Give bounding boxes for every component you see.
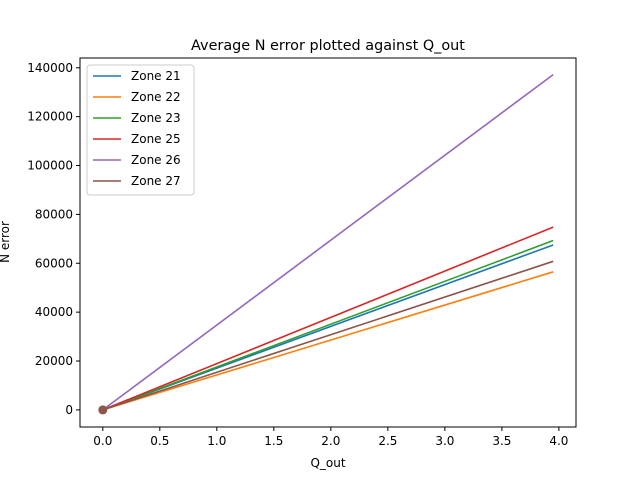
y-axis-label: N error <box>0 221 12 263</box>
x-axis: 0.0 0.5 1.0 1.5 2.0 2.5 3.0 3.5 4.0 <box>93 427 568 448</box>
series-line-zone-27 <box>102 260 554 411</box>
x-tick-label: 4.0 <box>549 434 568 448</box>
x-tick-label: 2.5 <box>378 434 397 448</box>
y-tick-label: 40000 <box>35 305 73 319</box>
chart-title: Average N error plotted against Q_out <box>191 38 465 54</box>
y-tick-label: 140000 <box>27 61 73 75</box>
y-tick-label: 80000 <box>35 207 73 221</box>
x-tick-label: 2.0 <box>321 434 340 448</box>
legend-label: Zone 26 <box>131 153 181 167</box>
data-point-marker <box>98 405 108 415</box>
legend-label: Zone 23 <box>131 111 181 125</box>
x-axis-label: Q_out <box>310 456 345 470</box>
y-tick-label: 120000 <box>27 110 73 124</box>
series-group <box>102 73 554 411</box>
legend-label: Zone 27 <box>131 174 181 188</box>
x-tick-label: 3.5 <box>492 434 511 448</box>
legend-label: Zone 21 <box>131 69 181 83</box>
y-axis: 0 20000 40000 60000 80000 100000 120000 140000 <box>27 61 80 417</box>
y-tick-label: 20000 <box>35 354 73 368</box>
y-tick-label: 0 <box>65 403 73 417</box>
x-tick-label: 1.0 <box>207 434 226 448</box>
x-tick-label: 1.5 <box>264 434 283 448</box>
legend-label: Zone 25 <box>131 132 181 146</box>
legend-label: Zone 22 <box>131 90 181 104</box>
series-line-zone-26 <box>102 73 554 411</box>
plot-frame <box>79 57 577 428</box>
x-tick-label: 3.0 <box>435 434 454 448</box>
x-tick-label: 0.5 <box>150 434 169 448</box>
legend: Zone 21 Zone 22 Zone 23 Zone 25 Zone 26 Zone … <box>86 64 195 196</box>
y-tick-label: 60000 <box>35 256 73 270</box>
series-line-zone-23 <box>102 239 554 411</box>
x-tick-label: 0.0 <box>93 434 112 448</box>
series-line-zone-25 <box>102 226 554 411</box>
y-tick-label: 100000 <box>27 159 73 173</box>
series-line-zone-22 <box>102 271 554 411</box>
marker-group <box>98 405 108 415</box>
